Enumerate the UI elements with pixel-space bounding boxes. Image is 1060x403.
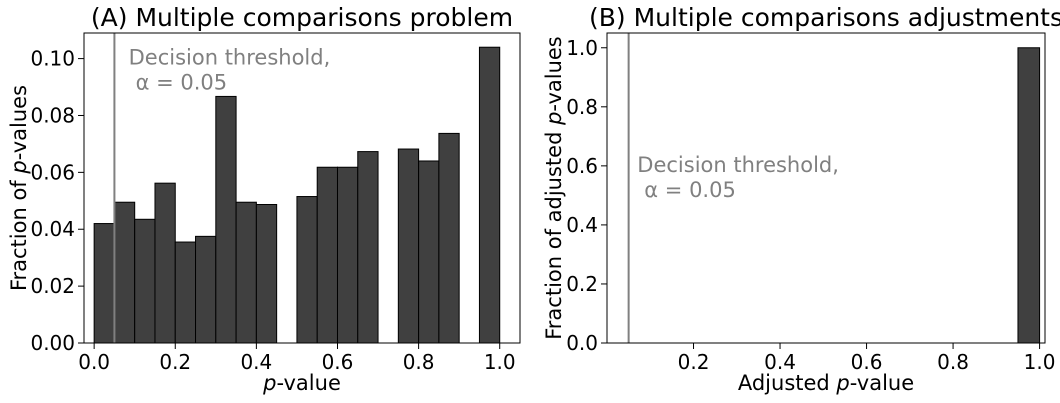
panel-b-y-tick-label: 0.6 [566,154,598,178]
panel-b-bar [1017,47,1041,344]
panel-a-y-tick-label: 0.02 [30,274,75,298]
panel-a-x-tick-label: 0.8 [403,350,435,374]
panel-b-y-label-italic: p [542,112,566,126]
panel-b-title: (B) Multiple comparisons adjustments [589,3,1060,32]
panel-a-bar [154,182,176,344]
panel-a-bar [255,203,278,344]
panel-a-x-tick-label: 0.6 [322,350,354,374]
panel-a-bar [235,201,257,344]
panel-b-y-tick-label: 0.0 [566,331,598,355]
panel-a-bar [195,235,217,344]
panel-b-x-tick-label: 0.4 [764,350,796,374]
panel-b-y-tick-label: 0.4 [566,213,598,237]
panel-a-bar [418,160,440,344]
panel-a-x-tick-label: 0.0 [78,350,110,374]
panel-a-y-label-post: -values [7,85,31,160]
panel-a-y-tick-label: 0.00 [30,331,75,355]
panel-b-x-label-italic: p [835,371,849,395]
panel-b-x-tick-label: 1.0 [1024,350,1056,374]
panel-a-bar [134,218,156,344]
panel-a-bar [316,166,338,344]
panel-b-annotation-line1: Decision threshold, [637,153,839,177]
panel-a-y-ticks: 0.00 0.02 0.04 0.06 0.08 0.10 [30,47,84,355]
panel-a-annotation-line2: α = 0.05 [136,70,228,94]
panel-b-y-tick-label: 1.0 [566,36,598,60]
panel-a-bar [478,46,501,344]
panel-b-annotation-line2: α = 0.05 [644,178,736,202]
panel-a-x-ticks: 0.0 0.2 0.4 0.6 0.8 1.0 [78,343,516,374]
panel-a-annotation-line1: Decision threshold, [129,45,331,69]
panel-a-y-label-pre: Fraction of [7,174,31,291]
panel-b-x-label-rest: -value [850,371,914,395]
panel-a-y-label-italic: p [7,160,31,174]
panel-a-bar [113,201,136,344]
panel-b-y-tick-label: 0.2 [566,272,598,296]
panel-a-bars [93,46,501,344]
panel-a-y-label: Fraction of p-values [7,85,31,291]
panel-a-bar [93,223,115,344]
panel-a-x-label: p-value [262,371,341,395]
panel-b-x-label-pre: Adjusted [738,371,837,395]
panel-b-x-label: Adjusted p-value [738,371,914,395]
panel-b-x-ticks: 0.2 0.4 0.6 0.8 1.0 [678,343,1056,374]
panel-a-y-tick-label: 0.08 [30,103,75,127]
panel-b-y-label: Fraction of adjusted p-values [542,36,566,340]
panel-a-bar [438,132,460,344]
panel-b: (B) Multiple comparisons adjustments 0.2… [542,3,1060,395]
panel-b-x-tick-label: 0.8 [937,350,969,374]
panel-a-bar [296,196,318,344]
panel-b-bars [1017,47,1041,344]
panel-a-bar [215,95,237,344]
panel-b-y-tick-label: 0.8 [566,95,598,119]
panel-a-x-tick-label: 1.0 [484,350,516,374]
panel-a-x-label-italic: p [262,371,276,395]
panel-b-y-ticks: 0.0 0.2 0.4 0.6 0.8 1.0 [566,36,607,355]
panel-a-y-tick-label: 0.04 [30,217,75,241]
panel-a-axes-frame [83,32,521,344]
panel-a-title: (A) Multiple comparisons problem [91,3,513,32]
panel-a-bar [174,241,197,344]
panel-b-axes-frame [606,32,1046,344]
panel-b-y-label-pre: Fraction of adjusted [542,125,566,340]
panel-b-y-label-post: -values [542,36,566,111]
panel-a: (A) Multiple comparisons problem 0.0 0.2 0… [7,3,521,395]
panel-a-bar [397,148,420,344]
panel-a-x-label-rest: -value [276,371,340,395]
panel-b-x-tick-label: 0.2 [678,350,710,374]
panel-a-x-tick-label: 0.2 [159,350,191,374]
panel-a-bar [336,166,359,344]
panel-a-bar [357,151,379,344]
panel-a-y-tick-label: 0.06 [30,160,75,184]
panel-b-x-tick-label: 0.6 [851,350,883,374]
panel-a-x-tick-label: 0.4 [240,350,272,374]
panel-a-y-tick-label: 0.10 [30,47,75,71]
